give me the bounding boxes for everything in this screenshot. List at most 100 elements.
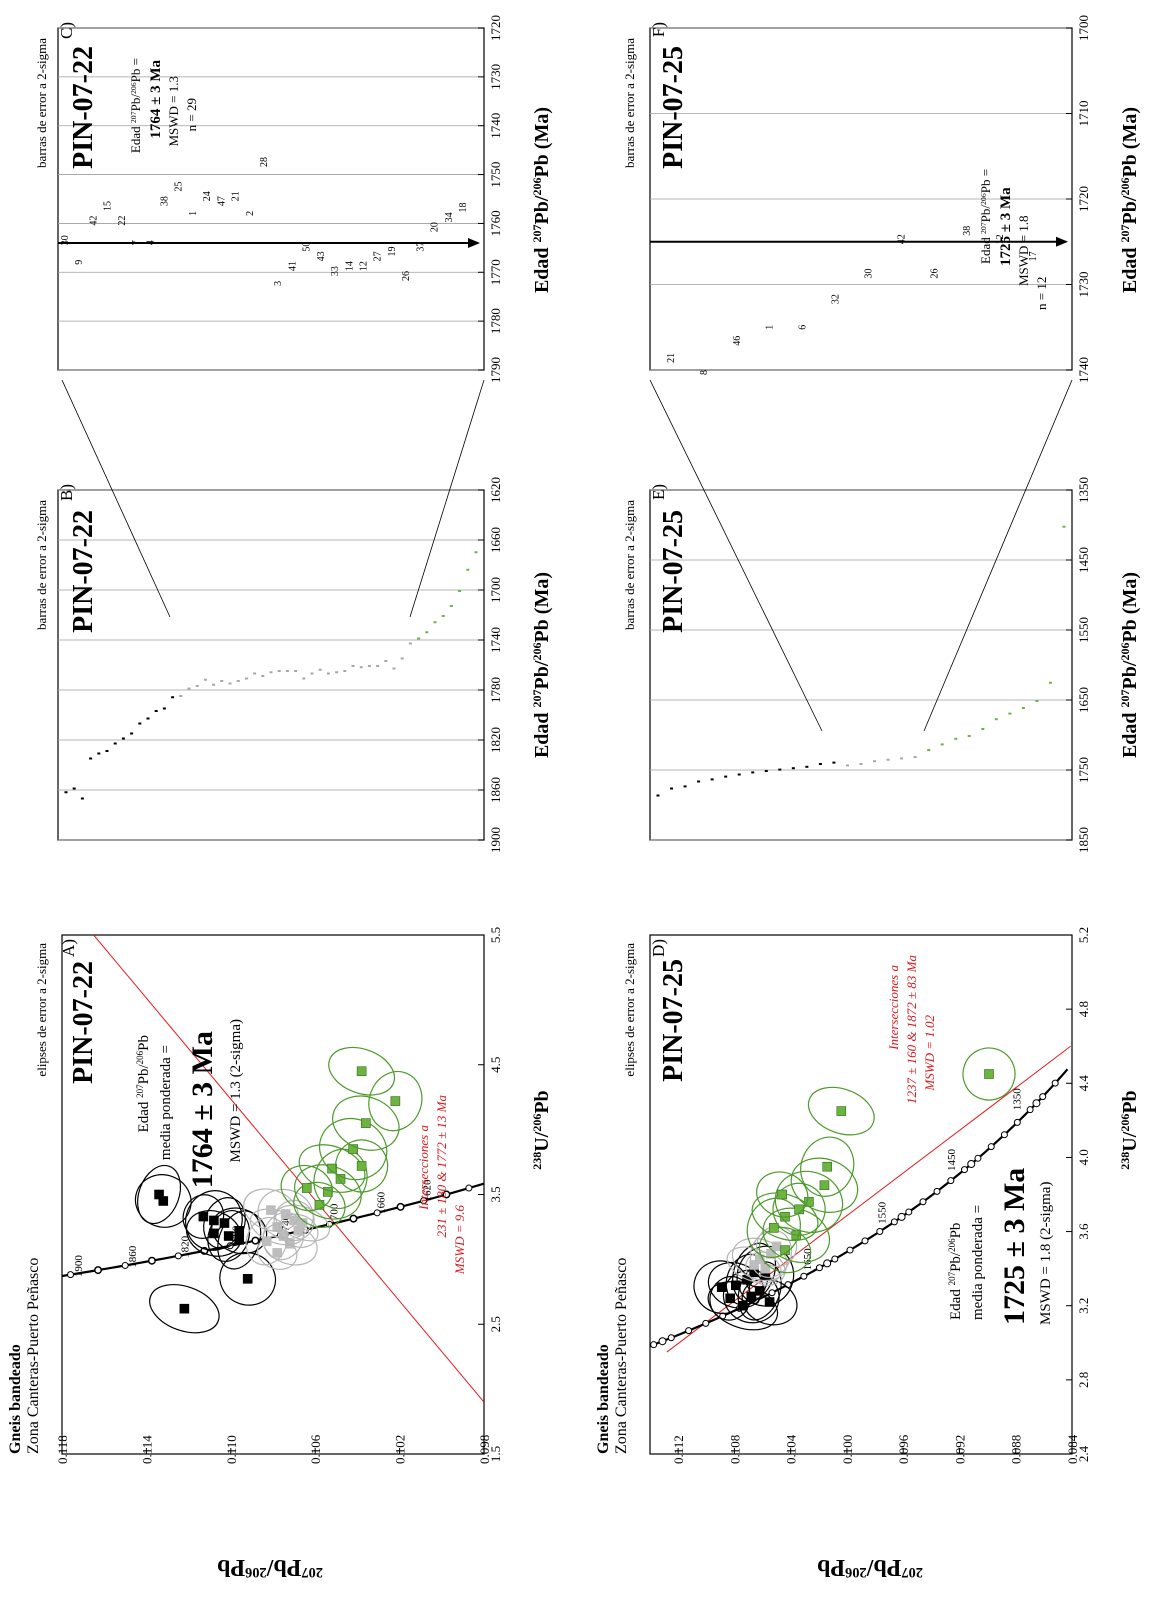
grain-label: 18 bbox=[458, 203, 469, 213]
black-data-point bbox=[154, 1189, 164, 1200]
grain-label: 27 bbox=[373, 251, 384, 261]
x-axis-title: 238U/206Pb bbox=[530, 1090, 553, 1169]
concordia-age-label: 1660 bbox=[376, 1191, 388, 1214]
black-error-ellipse bbox=[185, 1210, 242, 1257]
grain-label: 43 bbox=[316, 251, 327, 261]
green-error-ellipse bbox=[293, 1181, 346, 1228]
x-tick-label: 1820 bbox=[488, 727, 503, 753]
concordia-tick-point bbox=[650, 1341, 658, 1349]
black-error-ellipse bbox=[693, 1260, 751, 1315]
green-age-bar bbox=[433, 621, 437, 624]
age-text-2: media ponderada = bbox=[158, 1045, 174, 1160]
gray-data-point bbox=[266, 1205, 276, 1215]
concordia-tick-point bbox=[1013, 1118, 1021, 1126]
x-tick-label: 4.4 bbox=[1076, 1075, 1091, 1092]
concordia-tick-point bbox=[890, 1218, 898, 1226]
intercept-text-2: 1237 ± 160 & 1872 ± 83 Ma bbox=[904, 955, 919, 1104]
x-tick-label: 1720 bbox=[1076, 186, 1091, 212]
black-age-bar bbox=[121, 737, 125, 740]
y-axis-title-d: 207Pb/206Pb bbox=[817, 1554, 923, 1580]
x-tick-label: 1780 bbox=[488, 308, 503, 334]
y-tick-label: 0.100 bbox=[840, 1435, 855, 1464]
zone-header: Zona Canteras-Puerto Peñasco bbox=[25, 1258, 42, 1454]
grain-label: 19 bbox=[387, 247, 398, 257]
x-tick-label: 1760 bbox=[488, 210, 503, 236]
black-age-bar bbox=[146, 717, 150, 720]
gray-age-bar bbox=[244, 677, 248, 680]
x-tick-label: 4.8 bbox=[1076, 1001, 1091, 1017]
green-age-bar bbox=[1048, 681, 1052, 684]
black-data-point bbox=[198, 1211, 209, 1222]
plot-frame bbox=[57, 489, 485, 841]
black-data-point bbox=[209, 1228, 219, 1239]
grain-label: 12 bbox=[359, 261, 370, 271]
plot-frame bbox=[649, 934, 1073, 1455]
gray-age-bar bbox=[335, 671, 339, 674]
x-tick-label: 5.5 bbox=[488, 927, 503, 943]
black-age-bar bbox=[72, 787, 76, 790]
panel-label-c: C) bbox=[57, 22, 76, 39]
concordia-age-label: 1450 bbox=[946, 1149, 958, 1172]
zoom-connector bbox=[61, 379, 171, 618]
x-tick-label: 1860 bbox=[488, 777, 503, 803]
green-age-bar bbox=[441, 615, 445, 617]
y-tick-label: 0.084 bbox=[1065, 1434, 1080, 1464]
concordia-tick-point bbox=[714, 1093, 720, 1099]
grain-label: 3 bbox=[273, 281, 284, 286]
plot-frame bbox=[649, 489, 1073, 841]
concordia-tick-point bbox=[510, 1172, 516, 1178]
panel-c-bars: 1790178017701760175017401730172030942152… bbox=[34, 15, 553, 383]
green-age-bar bbox=[466, 568, 470, 571]
concordia-age-point bbox=[823, 1259, 832, 1268]
concordia-tick-point bbox=[595, 1143, 601, 1149]
green-age-bar bbox=[1008, 712, 1012, 715]
panel-label-b: B) bbox=[57, 484, 76, 501]
concordia-age-label: 1350 bbox=[1011, 1088, 1023, 1111]
green-age-bar bbox=[994, 718, 998, 721]
mswd-text: MSWD = 1.8 (2-sigma) bbox=[1038, 1182, 1054, 1325]
y-tick-label: 0.088 bbox=[1009, 1435, 1024, 1464]
black-age-bar bbox=[764, 770, 768, 772]
grain-label: 21 bbox=[666, 353, 677, 363]
green-age-bar bbox=[1021, 707, 1025, 709]
x-tick-label: 1650 bbox=[1076, 687, 1091, 713]
black-age-bar bbox=[80, 797, 84, 800]
black-data-point bbox=[716, 1282, 727, 1292]
sample-title: PIN-07-25 bbox=[658, 510, 689, 633]
concordia-tick-point bbox=[559, 1374, 565, 1380]
concordia-tick-point bbox=[94, 1266, 102, 1274]
gray-age-bar bbox=[269, 671, 273, 674]
black-age-bar bbox=[162, 707, 166, 710]
concordia-curve bbox=[62, 1182, 484, 1278]
black-data-point bbox=[725, 1293, 735, 1304]
green-age-bar bbox=[425, 631, 429, 634]
grain-label: 6 bbox=[798, 325, 809, 330]
green-age-bar bbox=[954, 737, 958, 740]
black-age-bar bbox=[64, 791, 68, 794]
grain-label: 38 bbox=[160, 196, 171, 206]
age-text-2: media ponderada = bbox=[970, 1205, 986, 1320]
x-tick-label: 1620 bbox=[488, 477, 503, 503]
green-age-bar bbox=[1035, 700, 1039, 702]
zoom-connector bbox=[409, 379, 485, 618]
y-tick-label: 0.102 bbox=[393, 1435, 408, 1464]
y-axis-title-a: 207Pb/206Pb bbox=[217, 1554, 323, 1580]
gray-age-bar bbox=[384, 660, 388, 662]
green-data-point bbox=[361, 1118, 371, 1128]
zoom-connector bbox=[923, 379, 1073, 732]
gray-age-bar bbox=[351, 665, 355, 667]
grain-label: 21 bbox=[231, 191, 242, 201]
x-axis-title: Edad 207Pb/206Pb (Ma) bbox=[1118, 572, 1141, 758]
concordia-tick-point bbox=[615, 1135, 621, 1141]
black-age-bar bbox=[670, 787, 674, 790]
black-data-point bbox=[219, 1218, 230, 1228]
concordia-tick-point bbox=[1039, 1093, 1047, 1101]
x-axis-title: 238U/206Pb bbox=[1118, 1090, 1141, 1169]
grain-label: 42 bbox=[896, 234, 907, 244]
gray-data-point bbox=[272, 1248, 283, 1258]
concordia-tick-point bbox=[933, 1187, 941, 1195]
black-error-ellipse bbox=[207, 1210, 251, 1262]
age-text-1: Edad 207Pb/206Pb bbox=[135, 1035, 152, 1132]
green-error-ellipse bbox=[746, 1197, 801, 1259]
gray-data-point bbox=[749, 1260, 759, 1270]
